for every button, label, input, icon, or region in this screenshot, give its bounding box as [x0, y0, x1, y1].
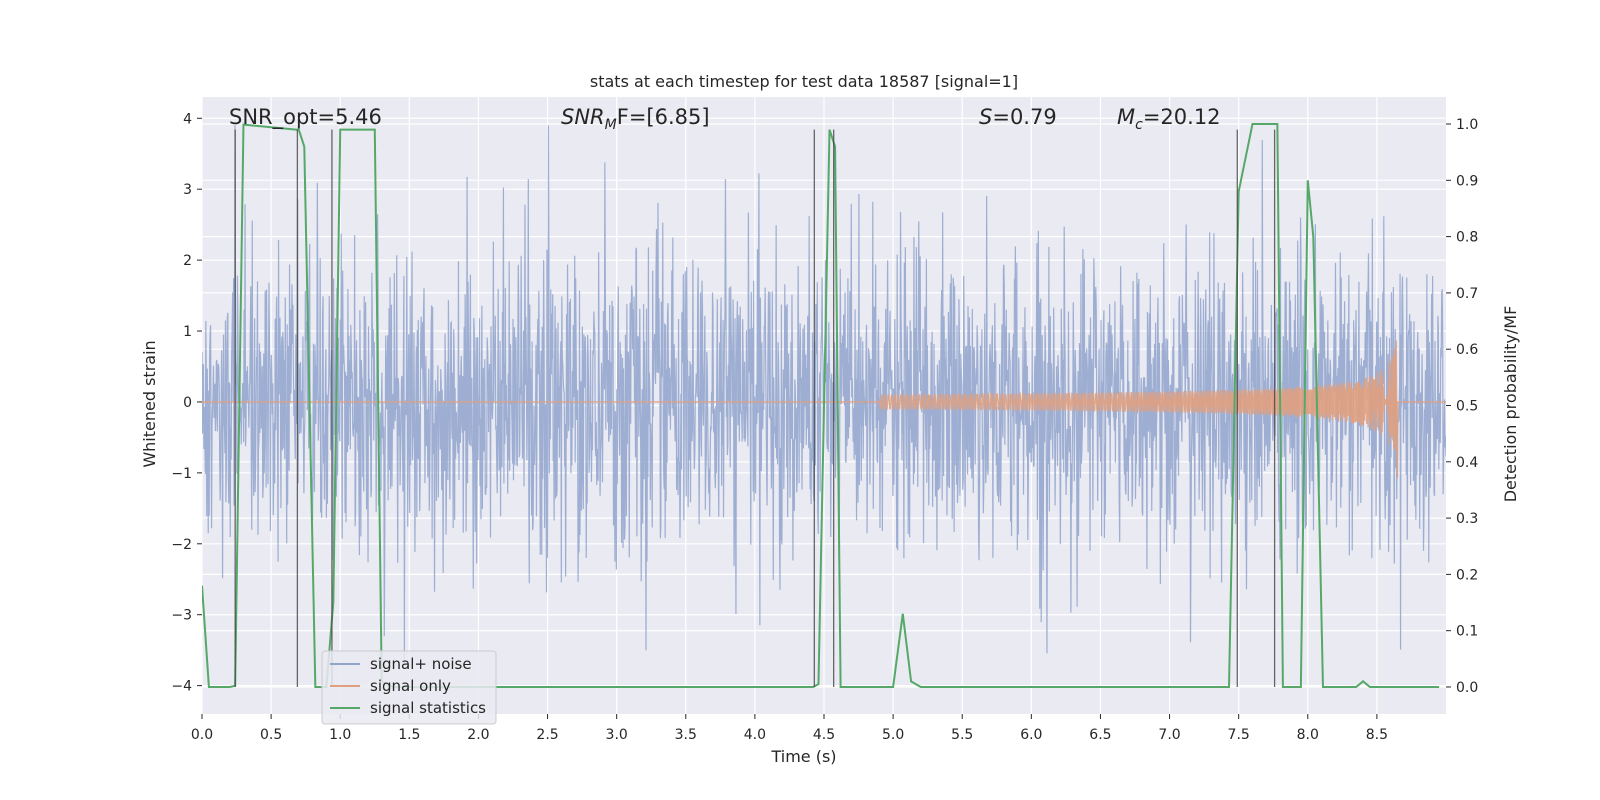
legend-label-signal: signal only — [370, 677, 451, 695]
y2-tick-label-6: 0.4 — [1456, 455, 1478, 471]
x-tick-label-6: 3.0 — [606, 727, 628, 743]
chart-title: stats at each timestep for test data 185… — [590, 72, 1018, 91]
y2-tick-label-2: 0.8 — [1456, 230, 1478, 246]
y-tick-label-4: 0 — [183, 395, 192, 411]
x-axis-label: Time (s) — [770, 747, 836, 766]
legend-frame — [321, 650, 497, 725]
x-tick-label-13: 6.5 — [1089, 727, 1111, 743]
y-axis-label: Whitened strain — [140, 340, 159, 467]
legend-label-stats: signal statistics — [370, 699, 486, 717]
legend-label-noise: signal+ noise — [370, 655, 472, 673]
y-tick-label-3: 1 — [183, 324, 192, 340]
x-tick-label-17: 8.5 — [1366, 727, 1388, 743]
y2-tick-label-8: 0.2 — [1456, 567, 1478, 583]
x-tick-label-5: 2.5 — [536, 727, 558, 743]
y-tick-label-5: −1 — [171, 466, 192, 482]
x-tick-label-7: 3.5 — [675, 727, 697, 743]
y2-tick-label-0: 1.0 — [1456, 117, 1478, 133]
y2-tick-label-9: 0.1 — [1456, 624, 1478, 640]
y2-tick-label-4: 0.6 — [1456, 342, 1478, 358]
y2-tick-label-7: 0.3 — [1456, 511, 1478, 527]
y2-tick-label-1: 0.9 — [1456, 173, 1478, 189]
x-tick-label-14: 7.0 — [1158, 727, 1180, 743]
y2-axis-label: Detection probability/MF — [1501, 306, 1520, 503]
y2-tick-label-3: 0.7 — [1456, 286, 1478, 302]
y-tick-label-2: 2 — [183, 253, 192, 269]
x-tick-label-10: 5.0 — [882, 727, 904, 743]
series-signal-statistics — [202, 123, 1440, 688]
annotation-snr-opt: SNR_opt=5.46 — [229, 105, 382, 130]
annotation-snr-mf: SNRMF=[6.85] — [561, 105, 710, 133]
annotation-mc: Mc=20.12 — [1117, 105, 1221, 133]
x-tick-label-8: 4.0 — [744, 727, 766, 743]
y-tick-label-1: 3 — [183, 182, 192, 198]
x-tick-label-16: 8.0 — [1297, 727, 1319, 743]
y-tick-label-0: 4 — [183, 111, 192, 127]
y2-tick-label-5: 0.5 — [1456, 399, 1478, 415]
x-tick-label-4: 2.0 — [467, 727, 489, 743]
x-tick-label-2: 1.0 — [329, 727, 351, 743]
y-tick-label-6: −2 — [171, 537, 192, 553]
y2-tick-label-10: 0.0 — [1456, 680, 1478, 696]
annotation-s: S=0.79 — [979, 105, 1057, 129]
y-tick-label-7: −3 — [171, 608, 192, 624]
x-tick-label-12: 6.0 — [1020, 727, 1042, 743]
y-tick-label-8: −4 — [171, 679, 192, 695]
x-tick-label-9: 4.5 — [813, 727, 835, 743]
x-tick-label-1: 0.5 — [260, 727, 282, 743]
x-tick-label-3: 1.5 — [398, 727, 420, 743]
legend: signal+ noise signal only signal statist… — [321, 650, 497, 725]
x-tick-label-0: 0.0 — [191, 727, 213, 743]
x-tick-label-15: 7.5 — [1228, 727, 1250, 743]
x-tick-label-11: 5.5 — [951, 727, 973, 743]
